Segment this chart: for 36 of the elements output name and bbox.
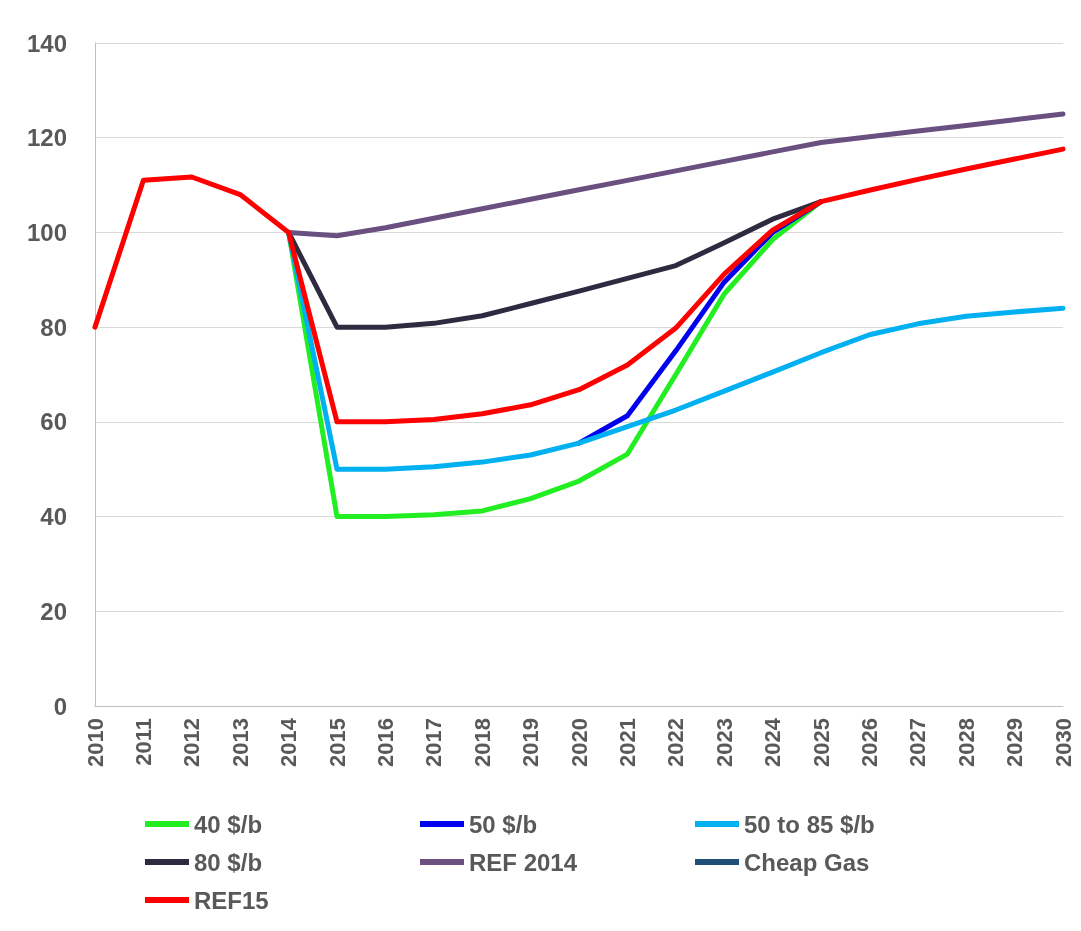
legend-label: 40 $/b bbox=[194, 810, 263, 838]
legend-label: REF15 bbox=[194, 886, 269, 914]
legend-label: 80 $/b bbox=[194, 848, 263, 876]
y-tick-label: 20 bbox=[40, 597, 67, 625]
x-tick-label: 2021 bbox=[614, 718, 640, 767]
x-tick-label: 2012 bbox=[179, 718, 205, 767]
x-tick-label: 2030 bbox=[1050, 718, 1076, 767]
x-tick-label: 2011 bbox=[130, 718, 156, 766]
x-tick-label: 2028 bbox=[953, 718, 979, 767]
legend-label: 50 to 85 $/b bbox=[744, 810, 875, 838]
x-tick-label: 2013 bbox=[227, 718, 253, 767]
legend-label: REF 2014 bbox=[469, 848, 578, 876]
y-tick-label: 40 bbox=[40, 503, 67, 531]
x-tick-label: 2026 bbox=[856, 718, 882, 767]
y-tick-label: 120 bbox=[26, 124, 67, 152]
x-tick-label: 2016 bbox=[372, 718, 398, 767]
x-tick-label: 2020 bbox=[566, 718, 592, 767]
x-tick-label: 2019 bbox=[518, 718, 544, 767]
x-tick-label: 2018 bbox=[469, 718, 495, 767]
x-tick-label: 2014 bbox=[276, 717, 302, 767]
legend-label: Cheap Gas bbox=[744, 848, 870, 876]
x-tick-label: 2023 bbox=[711, 718, 737, 767]
x-tick-label: 2024 bbox=[760, 717, 786, 767]
x-tick-label: 2010 bbox=[82, 718, 108, 767]
y-tick-label: 140 bbox=[26, 29, 67, 57]
x-tick-label: 2015 bbox=[324, 718, 350, 767]
x-tick-label: 2029 bbox=[1002, 718, 1028, 767]
y-tick-label: 0 bbox=[53, 692, 67, 720]
legend-label: 50 $/b bbox=[469, 810, 538, 838]
x-tick-label: 2022 bbox=[663, 718, 689, 767]
y-tick-label: 80 bbox=[40, 313, 67, 341]
x-tick-label: 2027 bbox=[905, 718, 931, 767]
y-tick-label: 60 bbox=[40, 408, 67, 436]
x-tick-label: 2025 bbox=[808, 718, 834, 767]
x-tick-label: 2017 bbox=[421, 718, 447, 767]
y-tick-label: 100 bbox=[26, 218, 67, 246]
